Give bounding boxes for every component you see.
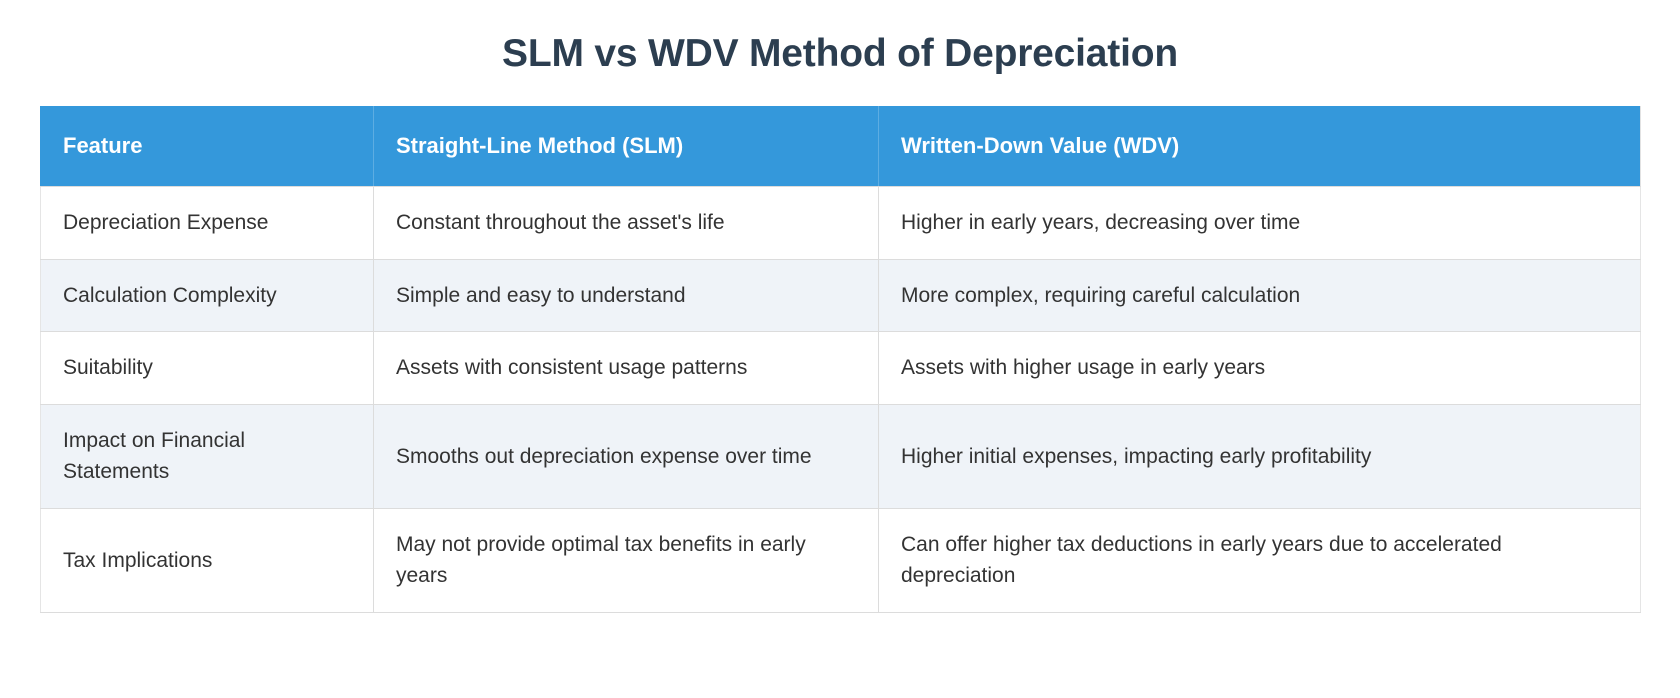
- cell-slm: Constant throughout the asset's life: [373, 186, 879, 260]
- column-header-feature: Feature: [40, 105, 374, 188]
- cell-wdv: Assets with higher usage in early years: [878, 331, 1641, 405]
- cell-text-feature: Depreciation Expense: [63, 211, 269, 235]
- cell-feature: Impact on Financial Statements: [40, 404, 374, 509]
- cell-wdv: Higher initial expenses, impacting early…: [878, 404, 1641, 509]
- cell-slm: Simple and easy to understand: [373, 259, 879, 333]
- table-row: Suitability Assets with consistent usage…: [40, 331, 1641, 405]
- cell-text-feature: Impact on Financial Statements: [63, 428, 246, 484]
- cell-text-feature: Tax Implications: [63, 548, 213, 572]
- cell-text-slm: Simple and easy to understand: [396, 283, 686, 307]
- table-body: Depreciation Expense Constant throughout…: [40, 186, 1641, 613]
- table-row: Tax Implications May not provide optimal…: [40, 508, 1641, 613]
- cell-slm: Smooths out depreciation expense over ti…: [373, 404, 879, 509]
- cell-feature: Calculation Complexity: [40, 259, 374, 333]
- cell-text-feature: Calculation Complexity: [63, 283, 277, 307]
- table-row: Impact on Financial Statements Smooths o…: [40, 404, 1641, 509]
- comparison-table: Feature Straight-Line Method (SLM) Writt…: [40, 105, 1641, 613]
- cell-feature: Depreciation Expense: [40, 186, 374, 260]
- table-row: Depreciation Expense Constant throughout…: [40, 186, 1641, 260]
- cell-text-wdv: More complex, requiring careful calculat…: [901, 283, 1301, 307]
- cell-slm: May not provide optimal tax benefits in …: [373, 508, 879, 613]
- cell-slm: Assets with consistent usage patterns: [373, 331, 879, 405]
- cell-text-slm: Assets with consistent usage patterns: [396, 356, 748, 380]
- cell-feature: Suitability: [40, 331, 374, 405]
- cell-text-wdv: Assets with higher usage in early years: [901, 356, 1266, 380]
- cell-text-wdv: Higher initial expenses, impacting early…: [901, 444, 1372, 468]
- cell-text-slm: Smooths out depreciation expense over ti…: [396, 444, 812, 468]
- cell-wdv: Higher in early years, decreasing over t…: [878, 186, 1641, 260]
- cell-text-slm: May not provide optimal tax benefits in …: [396, 532, 806, 588]
- table-header-row: Feature Straight-Line Method (SLM) Writt…: [40, 105, 1641, 188]
- cell-text-wdv: Higher in early years, decreasing over t…: [901, 211, 1301, 235]
- cell-text-wdv: Can offer higher tax deductions in early…: [901, 532, 1502, 588]
- table-header: Feature Straight-Line Method (SLM) Writt…: [40, 105, 1641, 188]
- cell-feature: Tax Implications: [40, 508, 374, 613]
- cell-wdv: Can offer higher tax deductions in early…: [878, 508, 1641, 613]
- page-title: SLM vs WDV Method of Depreciation: [502, 32, 1178, 75]
- cell-text-slm: Constant throughout the asset's life: [396, 211, 725, 235]
- column-header-wdv: Written-Down Value (WDV): [878, 105, 1641, 188]
- comparison-table-container: Feature Straight-Line Method (SLM) Writt…: [40, 105, 1641, 613]
- cell-text-feature: Suitability: [63, 356, 153, 380]
- table-row: Calculation Complexity Simple and easy t…: [40, 259, 1641, 333]
- cell-wdv: More complex, requiring careful calculat…: [878, 259, 1641, 333]
- column-header-slm: Straight-Line Method (SLM): [373, 105, 879, 188]
